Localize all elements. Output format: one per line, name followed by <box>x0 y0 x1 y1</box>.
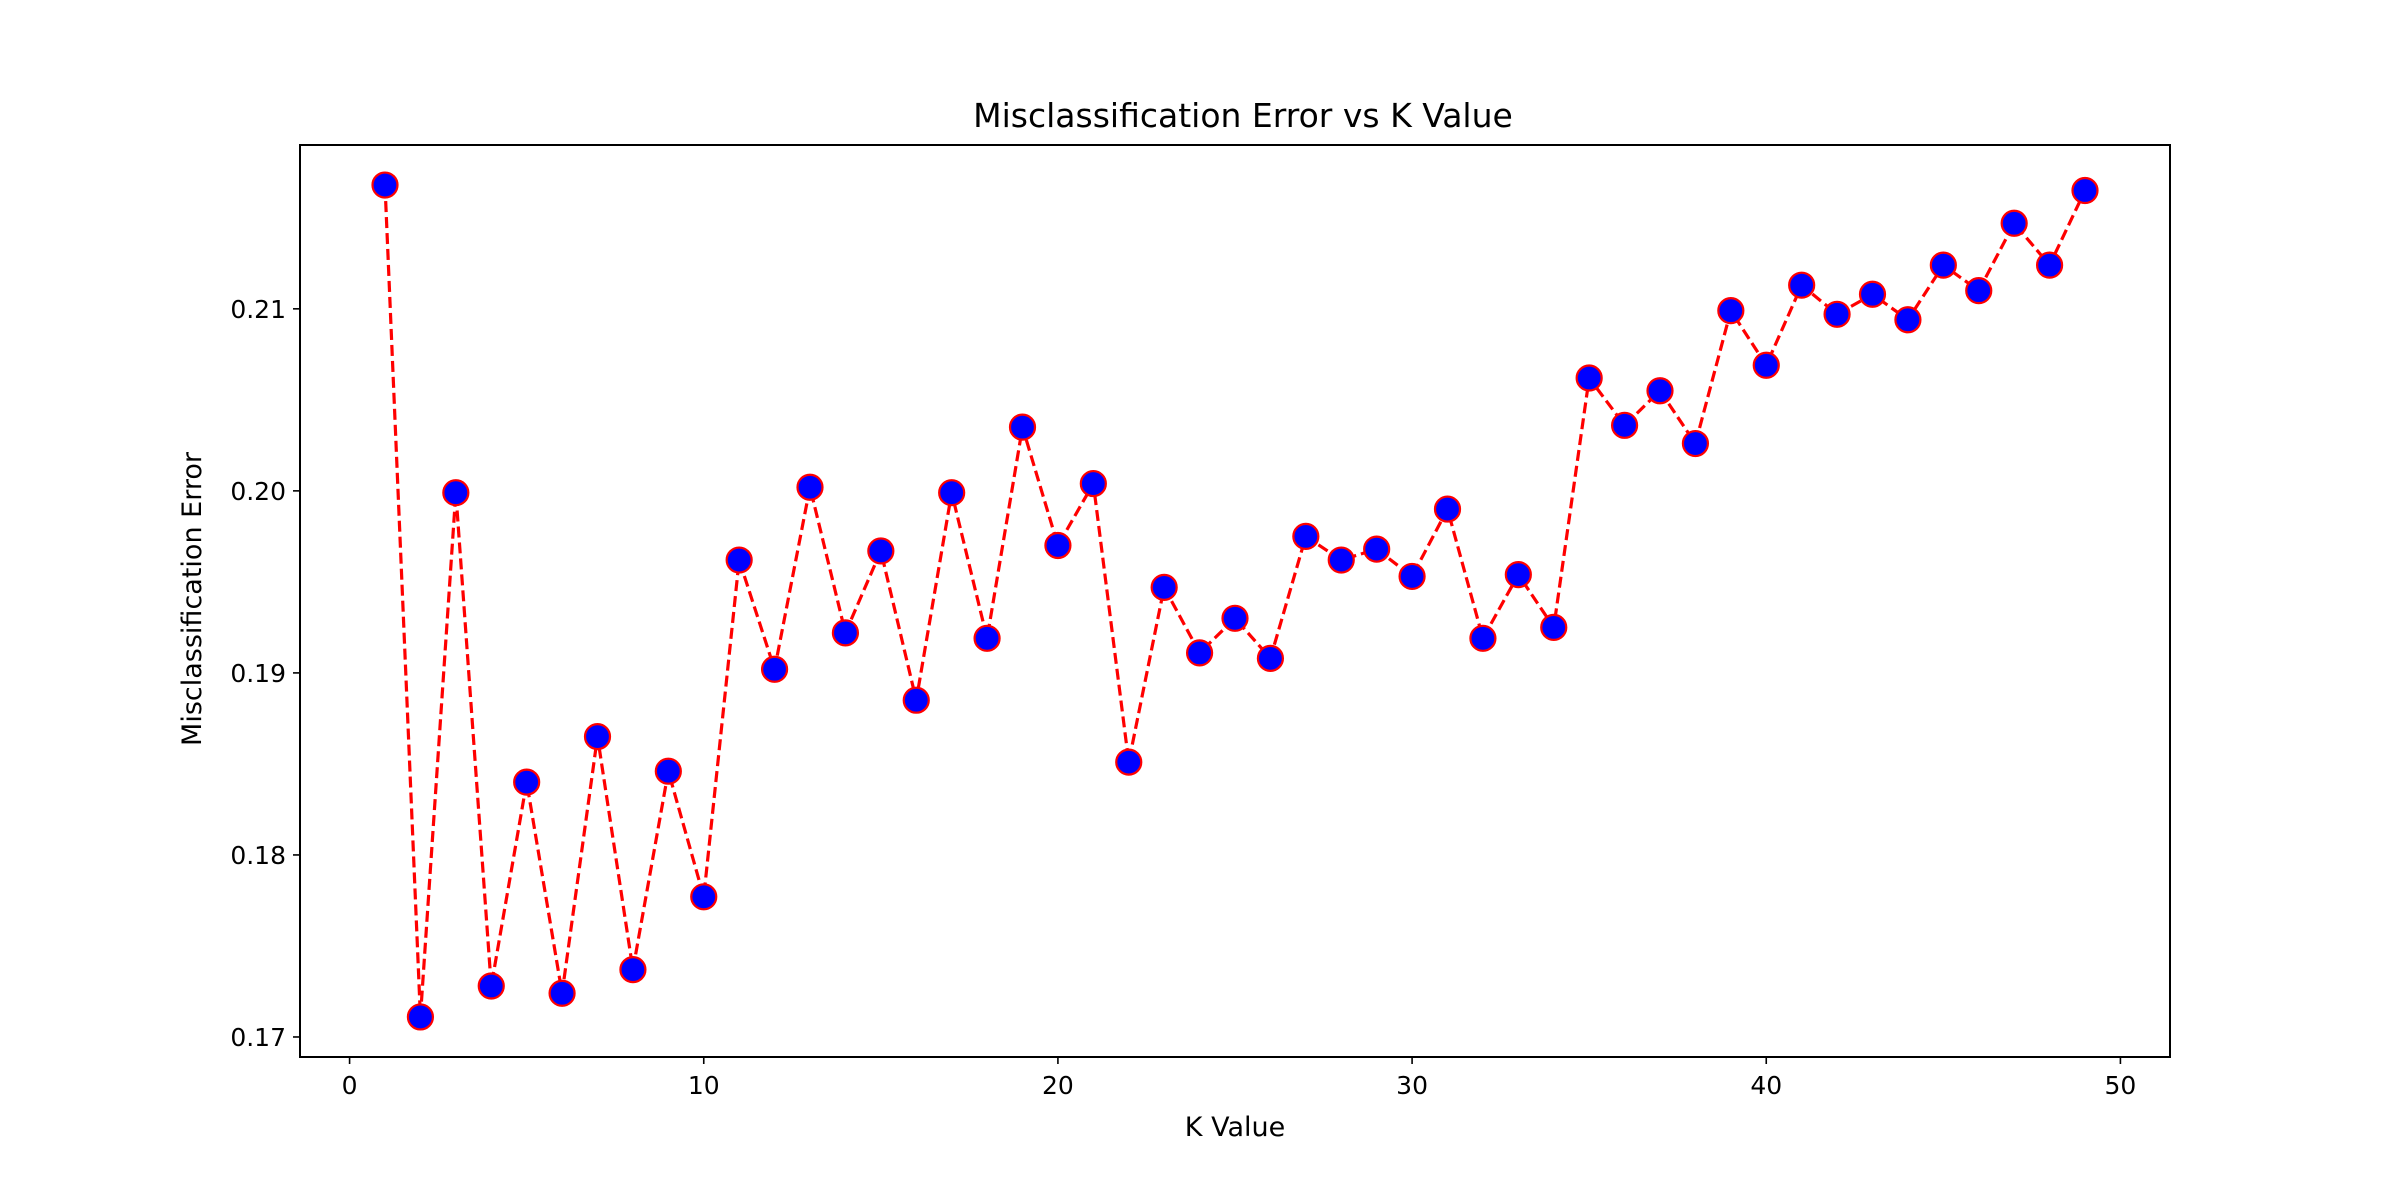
data-point <box>1256 644 1285 672</box>
x-tick-label: 30 <box>1396 1071 1428 1100</box>
data-point <box>2035 251 2064 279</box>
data-point <box>1788 271 1816 299</box>
data-point <box>1646 377 1674 405</box>
data-point <box>1504 561 1532 589</box>
data-point <box>1540 613 1568 641</box>
data-point <box>619 956 647 984</box>
data-point <box>1044 531 1072 560</box>
data-point <box>760 655 789 683</box>
x-axis-label: K Value <box>1185 1112 1285 1143</box>
axes-frame <box>299 144 2171 1058</box>
data-point <box>1823 300 1851 328</box>
data-point <box>1433 495 1462 523</box>
data-point <box>1610 411 1639 439</box>
data-point <box>1079 469 1107 498</box>
data-point <box>1221 604 1249 632</box>
data-point <box>796 473 824 501</box>
x-tick-label: 20 <box>1042 1071 1074 1100</box>
x-tick-label: 0 <box>342 1071 358 1100</box>
y-axis-label: Misclassification Error <box>177 451 208 746</box>
data-point <box>654 757 682 785</box>
data-point <box>938 479 966 507</box>
x-tick-label: 40 <box>1750 1071 1782 1100</box>
data-point <box>867 537 895 565</box>
data-point <box>973 624 1001 652</box>
data-point <box>725 546 753 574</box>
data-point <box>1150 573 1178 601</box>
data-point <box>583 723 612 751</box>
data-point <box>1752 351 1780 379</box>
chart-title: Misclassification Error vs K Value <box>973 96 1513 135</box>
x-tick-label: 50 <box>2105 1071 2137 1100</box>
data-point <box>1469 624 1497 652</box>
data-point <box>1115 748 1143 776</box>
data-point <box>690 883 718 911</box>
data-point <box>371 171 399 199</box>
data-point <box>2071 176 2099 205</box>
data-point <box>513 768 541 796</box>
data-point <box>1717 297 1745 325</box>
data-point <box>1008 413 1037 441</box>
data-point <box>1965 277 1993 305</box>
data-point <box>1858 280 1887 308</box>
data-point <box>831 619 860 647</box>
data-point <box>406 1003 435 1031</box>
data-point <box>1185 639 1214 667</box>
data-point <box>1575 364 1603 392</box>
y-tick-label: 0.21 <box>230 295 286 324</box>
data-point <box>2000 209 2028 237</box>
y-tick-label: 0.20 <box>230 477 286 506</box>
data-point <box>902 686 930 714</box>
plot-area: 0 10 20 30 40 50 0.17 0.18 0.19 0.20 0.21 <box>230 144 2171 1100</box>
data-point <box>1327 546 1355 574</box>
data-point <box>1894 306 1922 334</box>
data-point <box>1681 429 1710 458</box>
data-point <box>1398 562 1426 591</box>
y-tick-label: 0.18 <box>230 841 286 870</box>
data-point <box>1929 251 1957 279</box>
data-point <box>477 972 505 1000</box>
y-tick-label: 0.17 <box>230 1023 286 1052</box>
data-point <box>1292 522 1320 550</box>
x-tick-label: 10 <box>688 1071 720 1100</box>
data-point <box>442 479 470 507</box>
data-point <box>1363 535 1391 563</box>
y-tick-label: 0.19 <box>230 659 286 688</box>
data-point <box>548 979 576 1007</box>
